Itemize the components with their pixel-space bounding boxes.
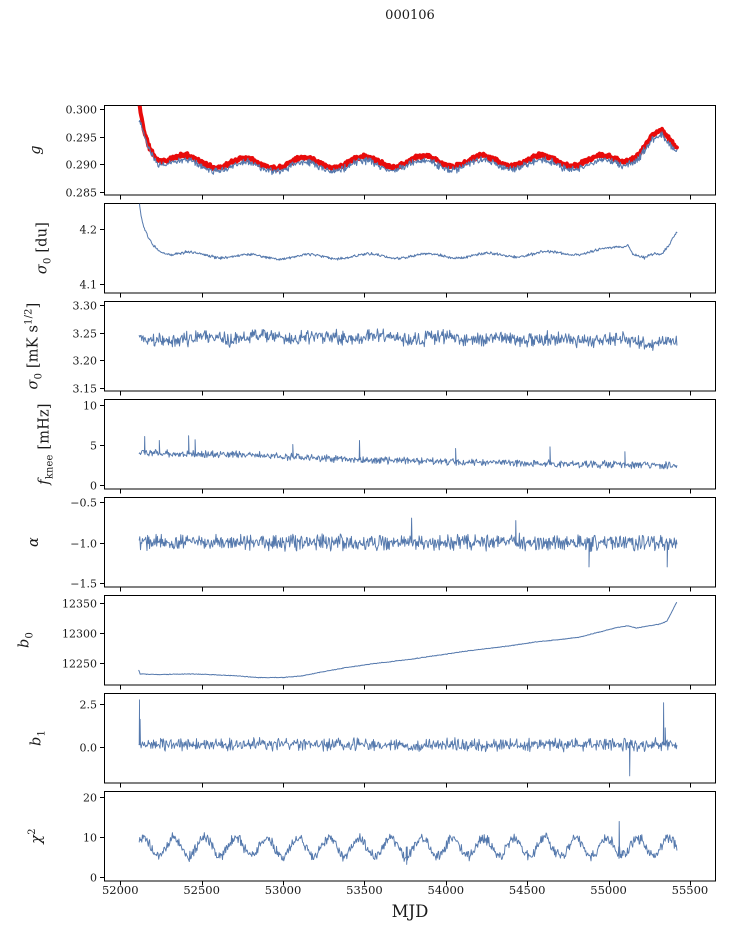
y-tick-label: 12300: [62, 627, 97, 640]
y-tick-label: −0.5: [70, 497, 97, 509]
chi2-plot-canvas: 0 10 20: [83, 791, 716, 886]
b0-plot-canvas: 12250 12300 12350: [62, 595, 716, 690]
panels: g 0.285 0.290 0.295 0.300 σ0 [du] 4.1 4.2 σ0 [mK…: [0, 105, 729, 889]
sigma0-mks-series-group: [138, 328, 678, 351]
y-tick-label: −1.0: [70, 537, 97, 550]
x-tick-label: 54500: [508, 883, 546, 897]
alpha-series-group: [138, 517, 678, 568]
subplot-b0: b0 12250 12300 12350: [0, 595, 729, 693]
y-tick-label: 12350: [62, 597, 97, 610]
y-tick-label: 0: [90, 871, 97, 884]
x-tick-label: 52500: [183, 883, 220, 897]
fknee-series-group: [138, 435, 678, 470]
b0-series-group: [138, 602, 678, 679]
subplot-b1: b1 0.0 2.5: [0, 693, 729, 791]
axes-frame: [104, 595, 716, 686]
series-alpha: [138, 517, 678, 568]
axes-frame: [104, 301, 716, 392]
series-gain-red-band: [137, 105, 679, 173]
b1-plot-canvas: 0.0 2.5: [80, 693, 716, 788]
y-tick-label: 4.1: [80, 278, 98, 291]
x-axis-label: MJD: [391, 902, 429, 921]
axes-frame: [104, 399, 716, 490]
y-tick-label: 2.5: [80, 698, 98, 711]
x-tick-label: 55500: [671, 883, 709, 897]
subplot-sigma0-mks: σ0 [mK s1/2] 3.15 3.20 3.25 3.30: [0, 301, 729, 399]
axes-frame: [104, 203, 716, 294]
y-tick-label: 3.20: [73, 354, 98, 367]
x-tick-label: 54000: [427, 883, 465, 897]
g-series-group: [137, 105, 679, 176]
x-tick-label: 55000: [590, 883, 627, 897]
y-tick-label: 12250: [62, 657, 97, 670]
subplot-g: g 0.285 0.290 0.295 0.300: [0, 105, 729, 203]
subplot-alpha: α −0.5 −1.0 −1.5: [0, 497, 729, 595]
y-tick-label: 10: [83, 831, 97, 844]
series-fknee: [138, 435, 678, 470]
b1-series-group: [138, 699, 678, 777]
y-tick-label: 0.300: [66, 105, 98, 116]
y-tick-label: 10: [83, 399, 97, 412]
y-tick-label: 20: [83, 791, 97, 804]
axes-frame: [104, 693, 716, 784]
y-tick-label: 0.290: [66, 158, 98, 171]
series-chi2: [138, 820, 678, 865]
fknee-plot-canvas: 0 5 10: [83, 399, 716, 494]
subplot-chi2: χ2 0 10 20: [0, 791, 729, 889]
y-tick-label: 3.25: [73, 327, 98, 340]
y-tick-label: 4.2: [80, 223, 98, 236]
subplot-sigma0-du: σ0 [du] 4.1 4.2: [0, 203, 729, 301]
figure-title: 000106: [385, 8, 435, 23]
y-tick-label: 3.15: [73, 382, 98, 395]
y-tick-label: 0.285: [66, 186, 98, 199]
axes-frame: [104, 497, 716, 588]
sigma0-du-series-group: [139, 203, 678, 261]
series-sigma0-mks: [138, 328, 678, 351]
subplot-fknee: fknee [mHz] 0 5 10: [0, 399, 729, 497]
chi2-series-group: [138, 820, 678, 865]
y-tick-label: 0.295: [66, 131, 98, 144]
axes-frame: [104, 105, 716, 196]
series-b1: [138, 699, 678, 777]
series-gain-blue: [138, 119, 678, 176]
y-tick-label: 5: [90, 439, 97, 452]
x-tick-labels: 52000 52500 53000 53500 54000 54500 55000 55500: [0, 883, 729, 899]
axes-frame: [104, 791, 716, 882]
sigma0-mks-plot-canvas: 3.15 3.20 3.25 3.30: [73, 301, 716, 396]
x-tick-label: 53500: [346, 883, 383, 897]
y-tick-label: 0.0: [80, 741, 98, 754]
series-sigma0-du: [139, 203, 678, 261]
series-b0: [138, 602, 678, 679]
x-tick-label: 53000: [264, 883, 302, 897]
g-plot-canvas: 0.285 0.290 0.295 0.300: [66, 105, 716, 200]
x-tick-label: 52000: [101, 883, 139, 897]
y-tick-label: −1.5: [70, 577, 97, 590]
y-tick-label: 3.30: [73, 301, 98, 312]
sigma0-du-plot-canvas: 4.1 4.2: [80, 203, 716, 298]
y-tick-label: 0: [90, 479, 97, 492]
alpha-plot-canvas: −0.5 −1.0 −1.5: [70, 497, 716, 592]
